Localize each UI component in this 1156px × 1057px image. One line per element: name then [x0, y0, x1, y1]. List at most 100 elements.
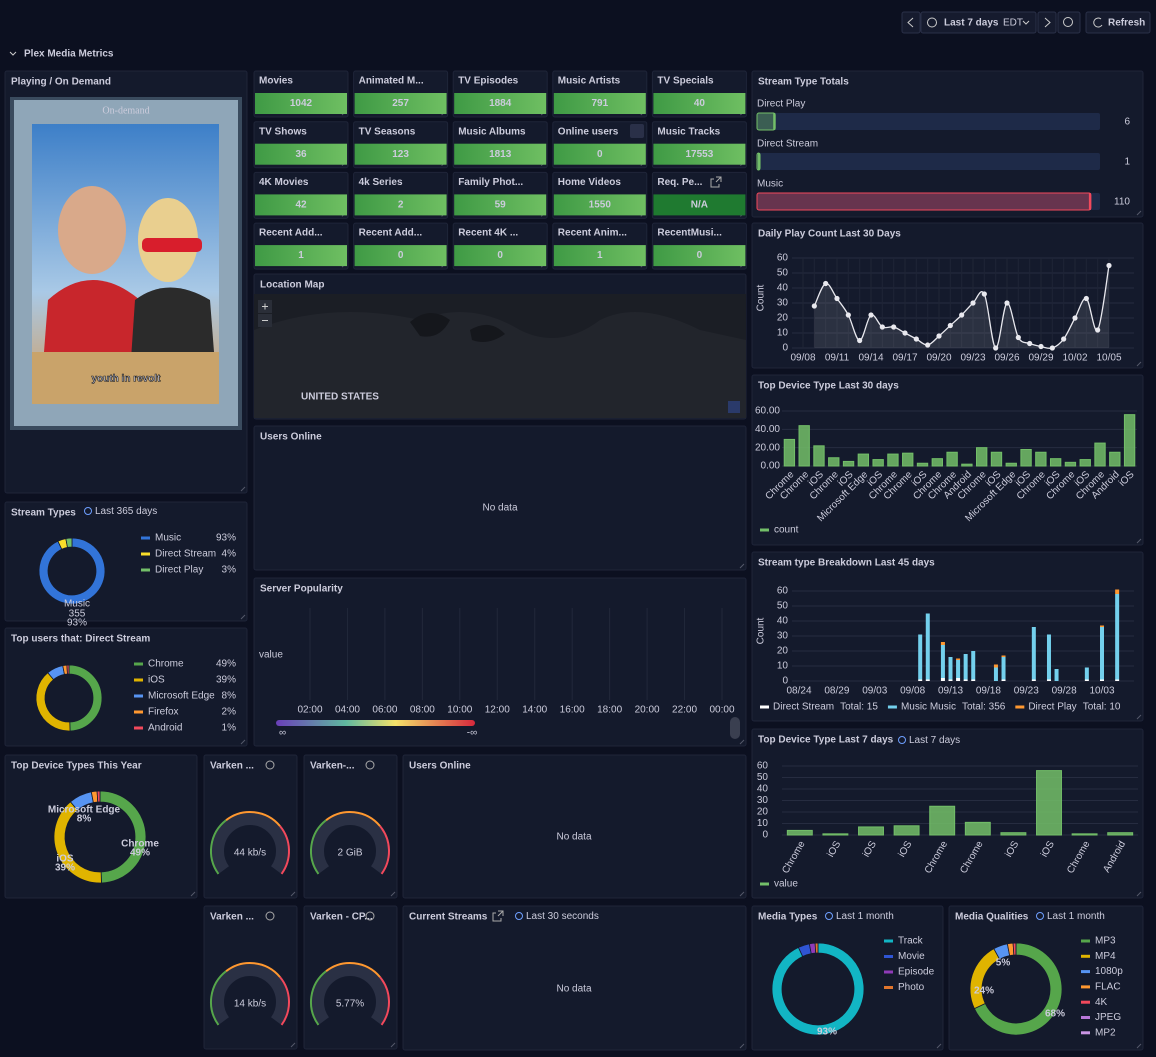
panel-title: Top users that: Direct Stream — [11, 634, 150, 645]
bar-segment — [1031, 627, 1036, 680]
x-tick-label: 09/28 — [1052, 686, 1077, 697]
bar-value: 1 — [1124, 157, 1130, 168]
bar — [858, 826, 884, 836]
bar-segment — [1100, 625, 1104, 627]
point — [1095, 327, 1101, 333]
bar-segment — [1115, 679, 1120, 681]
bar — [931, 458, 943, 467]
bar-segment — [971, 651, 976, 680]
stat-value-box — [454, 143, 547, 165]
row-collapse-icon[interactable] — [9, 51, 17, 56]
bar — [1000, 832, 1027, 836]
scale-min: ∞ — [279, 728, 286, 739]
prev-button[interactable] — [901, 11, 921, 34]
stat-title: Family Phot... — [458, 177, 523, 188]
stat-value-box — [454, 93, 547, 114]
stat-title: 4K Movies — [259, 177, 309, 188]
zoom-out-button[interactable] — [1057, 11, 1081, 34]
panel — [751, 222, 1144, 369]
stat-value: 0 — [497, 250, 503, 261]
clock-icon — [927, 17, 937, 28]
stat-value-box — [255, 143, 347, 165]
x-tick-label: 09/17 — [892, 353, 917, 364]
bar — [893, 825, 920, 836]
bar-segment — [1046, 634, 1051, 680]
x-tick-label: 04:00 — [335, 705, 360, 716]
point — [1061, 336, 1067, 342]
x-tick-label: 09/20 — [926, 353, 951, 364]
time-label: Last 365 days — [95, 506, 157, 517]
stat-value: 1884 — [489, 98, 512, 109]
bar — [828, 457, 840, 467]
bar-segment — [1100, 679, 1104, 681]
legend-label: JPEG — [1095, 1012, 1121, 1023]
stat-title: Online users — [558, 126, 619, 137]
info-icon — [265, 911, 275, 921]
stat-title: Recent Anim... — [558, 228, 627, 239]
bar — [976, 447, 988, 467]
clock-icon — [898, 736, 906, 744]
point — [857, 337, 863, 344]
resize-handle — [1136, 891, 1142, 897]
point — [959, 312, 965, 318]
bar — [1005, 462, 1017, 467]
stat-value: 1 — [298, 250, 304, 261]
legend-label: iOS — [148, 675, 165, 686]
refresh-button[interactable] — [1085, 11, 1151, 34]
map-label: UNITED STATES — [301, 392, 379, 403]
y-tick-label: 40 — [777, 616, 789, 627]
point — [902, 330, 908, 336]
next-icon — [1044, 17, 1051, 28]
no-data: No data — [556, 984, 591, 995]
bar — [1071, 833, 1098, 836]
x-tick-label: 09/08 — [900, 686, 925, 697]
info-icon — [365, 760, 375, 770]
time-picker[interactable] — [920, 11, 1037, 34]
point — [936, 333, 942, 339]
bar-track — [757, 153, 1100, 170]
bar — [756, 112, 776, 131]
panel-title: Stream Type Totals — [758, 77, 849, 88]
bar — [1036, 770, 1062, 836]
gauge-threshold — [279, 976, 290, 1026]
bar — [1020, 449, 1032, 467]
gauge-threshold — [310, 970, 327, 1026]
slice-name: iOS — [56, 854, 74, 865]
bar — [1064, 461, 1077, 467]
resize-handle — [240, 739, 246, 745]
slice-label: 24% — [974, 986, 994, 997]
x-tick-label: 08/24 — [786, 686, 811, 697]
stat-value-box — [454, 194, 547, 216]
y-tick-label: 0 — [782, 343, 788, 354]
resize-handle — [1136, 538, 1142, 544]
bar-segment — [1115, 594, 1120, 680]
point — [1015, 334, 1021, 341]
refresh-icon — [1093, 17, 1103, 28]
slice-label: 5% — [996, 958, 1011, 969]
x-tick-label: 09/23 — [960, 353, 985, 364]
legend-label: Chrome — [148, 659, 184, 670]
bar — [813, 445, 825, 467]
stat-value: 0 — [697, 250, 703, 261]
bar — [1107, 832, 1134, 836]
y-tick-label: 50 — [757, 772, 769, 783]
slice-label: 68% — [1045, 1009, 1065, 1020]
point — [913, 336, 919, 342]
panel-title: Current Streams — [409, 912, 488, 923]
bar — [1123, 414, 1136, 467]
x-tick-label: 18:00 — [597, 705, 622, 716]
link-icon — [492, 910, 504, 922]
legend-label: Movie — [898, 951, 925, 962]
point — [970, 300, 976, 306]
gauge-value: 44 kb/s — [234, 848, 266, 859]
slice — [1012, 942, 1017, 956]
scroll-control[interactable] — [730, 717, 740, 739]
bar — [961, 463, 973, 467]
stat-value-box — [653, 194, 746, 216]
gauge-threshold — [210, 970, 227, 1026]
resize-handle — [1136, 361, 1142, 367]
next-button[interactable] — [1037, 11, 1057, 34]
stat-value: 0 — [398, 250, 404, 261]
bar — [964, 821, 991, 836]
point — [891, 324, 897, 330]
